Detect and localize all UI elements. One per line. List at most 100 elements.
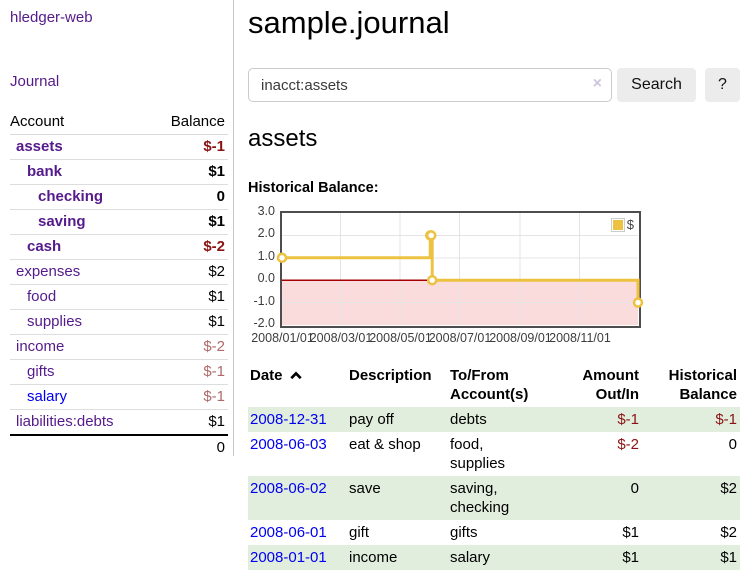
register-row: 2008-06-03 eat & shopfood, supplies$-20 <box>248 432 740 476</box>
sidebar-account-row: food $1 <box>10 285 228 310</box>
account-balance: $2 <box>208 263 228 281</box>
transaction-date-link[interactable]: 2008-06-02 <box>250 480 327 497</box>
search-button[interactable]: Search <box>617 68 696 102</box>
transaction-date-link[interactable]: 2008-06-01 <box>250 524 327 541</box>
account-balance: $-1 <box>203 388 228 406</box>
sidebar-total-balance: 0 <box>217 439 225 456</box>
brand-link[interactable]: hledger-web <box>10 0 228 26</box>
account-balance: $-1 <box>203 138 228 156</box>
clear-search-icon[interactable]: × <box>593 75 602 93</box>
sidebar-account-link[interactable]: liabilities:debts <box>10 413 114 431</box>
sidebar-item-journal[interactable]: Journal <box>10 73 228 90</box>
amount-cell: $1 <box>548 545 642 570</box>
main-content: sample.journal × Search ? assets Histori… <box>248 0 740 570</box>
x-axis-tick-label: 2008/05/01 <box>369 331 432 345</box>
date-cell: 2008-06-01 <box>248 520 347 545</box>
balance-cell: 0 <box>642 432 740 476</box>
description-cell: eat & shop <box>347 432 448 476</box>
amount-cell: 0 <box>548 476 642 520</box>
y-axis-tick-label: 0.0 <box>248 271 275 285</box>
sidebar-account-link[interactable]: food <box>10 288 56 306</box>
x-axis-tick-label: 2008/09/01 <box>489 331 552 345</box>
account-balance: $1 <box>208 413 228 431</box>
sidebar-account-row: liabilities:debts $1 <box>10 410 228 434</box>
column-header-amount: Amount Out/In <box>548 363 642 407</box>
amount-cell: $-2 <box>548 432 642 476</box>
sidebar-account-link[interactable]: salary <box>10 388 67 406</box>
sidebar-accounts-table: Account Balance assets $-1 bank $1 checking 0… <box>10 111 228 459</box>
accounts-cell: salary <box>448 545 548 570</box>
hledger-web-app: hledger-web Journal Account Balance asse… <box>0 0 742 582</box>
sidebar-account-row: saving $1 <box>10 210 228 235</box>
description-cell: pay off <box>347 407 448 432</box>
account-balance: $1 <box>208 288 228 306</box>
account-balance: $1 <box>208 163 228 181</box>
accounts-header-account: Account <box>10 113 64 130</box>
accounts-table-header: Account Balance <box>10 111 228 135</box>
balance-cell: $-1 <box>642 407 740 432</box>
sidebar-account-link[interactable]: saving <box>10 213 86 231</box>
sidebar-account-link[interactable]: assets <box>10 138 63 156</box>
account-title: assets <box>248 125 740 153</box>
sidebar-account-row: cash $-2 <box>10 235 228 260</box>
register-row: 2008-12-31pay offdebts$-1$-1 <box>248 407 740 432</box>
transaction-date-link[interactable]: 2008-12-31 <box>250 411 327 428</box>
account-balance: $1 <box>208 313 228 331</box>
date-cell: 2008-01-01 <box>248 545 347 570</box>
page-title: sample.journal <box>248 0 740 41</box>
x-axis-tick-label: 2008/07/01 <box>429 331 492 345</box>
sidebar-account-row: salary $-1 <box>10 385 228 410</box>
accounts-header-balance: Balance <box>171 113 225 130</box>
search-input-wrap: × <box>248 68 612 102</box>
sidebar-account-link[interactable]: gifts <box>10 363 55 381</box>
x-axis-tick-label: 2008/11/01 <box>549 331 611 345</box>
account-balance: 0 <box>217 188 228 206</box>
help-button[interactable]: ? <box>705 68 740 102</box>
x-axis-tick-label: 2008/01/01 <box>251 331 314 345</box>
transaction-date-link[interactable]: 2008-01-01 <box>250 549 327 566</box>
accounts-rows: assets $-1 bank $1 checking 0 saving $1 cash $-2 e… <box>10 135 228 434</box>
legend-swatch-icon <box>611 218 625 232</box>
amount-cell: $-1 <box>548 407 642 432</box>
date-cell: 2008-12-31 <box>248 407 347 432</box>
account-balance: $1 <box>208 213 228 231</box>
amount-cell: $1 <box>548 520 642 545</box>
transaction-date-link[interactable]: 2008-06-03 <box>250 436 327 453</box>
sidebar: hledger-web Journal Account Balance asse… <box>10 0 228 459</box>
description-cell: gift <box>347 520 448 545</box>
column-header-balance: Historical Balance <box>642 363 740 407</box>
x-axis-tick-label: 2008/03/01 <box>310 331 373 345</box>
accounts-cell: gifts <box>448 520 548 545</box>
accounts-cell: food, supplies <box>448 432 548 476</box>
register-row: 2008-06-01 giftgifts$1$2 <box>248 520 740 545</box>
sidebar-divider <box>233 0 234 456</box>
sidebar-account-link[interactable]: cash <box>10 238 61 256</box>
balance-cell: $2 <box>642 520 740 545</box>
legend-label: $ <box>627 217 634 232</box>
date-cell: 2008-06-02 <box>248 476 347 520</box>
search-input[interactable] <box>248 68 612 102</box>
account-balance: $-1 <box>203 363 228 381</box>
account-balance: $-2 <box>203 238 228 256</box>
sidebar-account-row: bank $1 <box>10 160 228 185</box>
chart-legend: $ <box>611 217 634 232</box>
sidebar-account-link[interactable]: bank <box>10 163 62 181</box>
register-header-row: Date Description To/From Account(s) Amou… <box>248 363 740 407</box>
balance-cell: $2 <box>642 476 740 520</box>
sidebar-account-link[interactable]: expenses <box>10 263 80 281</box>
y-axis-tick-label: -2.0 <box>248 316 275 330</box>
sidebar-account-link[interactable]: supplies <box>10 313 82 331</box>
description-cell: income <box>347 545 448 570</box>
column-header-date[interactable]: Date <box>248 363 347 407</box>
register-row: 2008-06-02savesaving, checking0$2 <box>248 476 740 520</box>
balance-cell: $1 <box>642 545 740 570</box>
register-table: Date Description To/From Account(s) Amou… <box>248 363 740 570</box>
sidebar-account-row: expenses $2 <box>10 260 228 285</box>
balance-chart: 3.02.01.00.0-1.0-2.0 $ 2008/01/012008/03… <box>248 205 740 351</box>
description-cell: save <box>347 476 448 520</box>
sidebar-account-row: assets $-1 <box>10 135 228 160</box>
sidebar-account-link[interactable]: checking <box>10 188 103 206</box>
chart-canvas <box>282 213 638 325</box>
search-bar: × Search ? <box>248 68 740 102</box>
sidebar-account-link[interactable]: income <box>10 338 64 356</box>
